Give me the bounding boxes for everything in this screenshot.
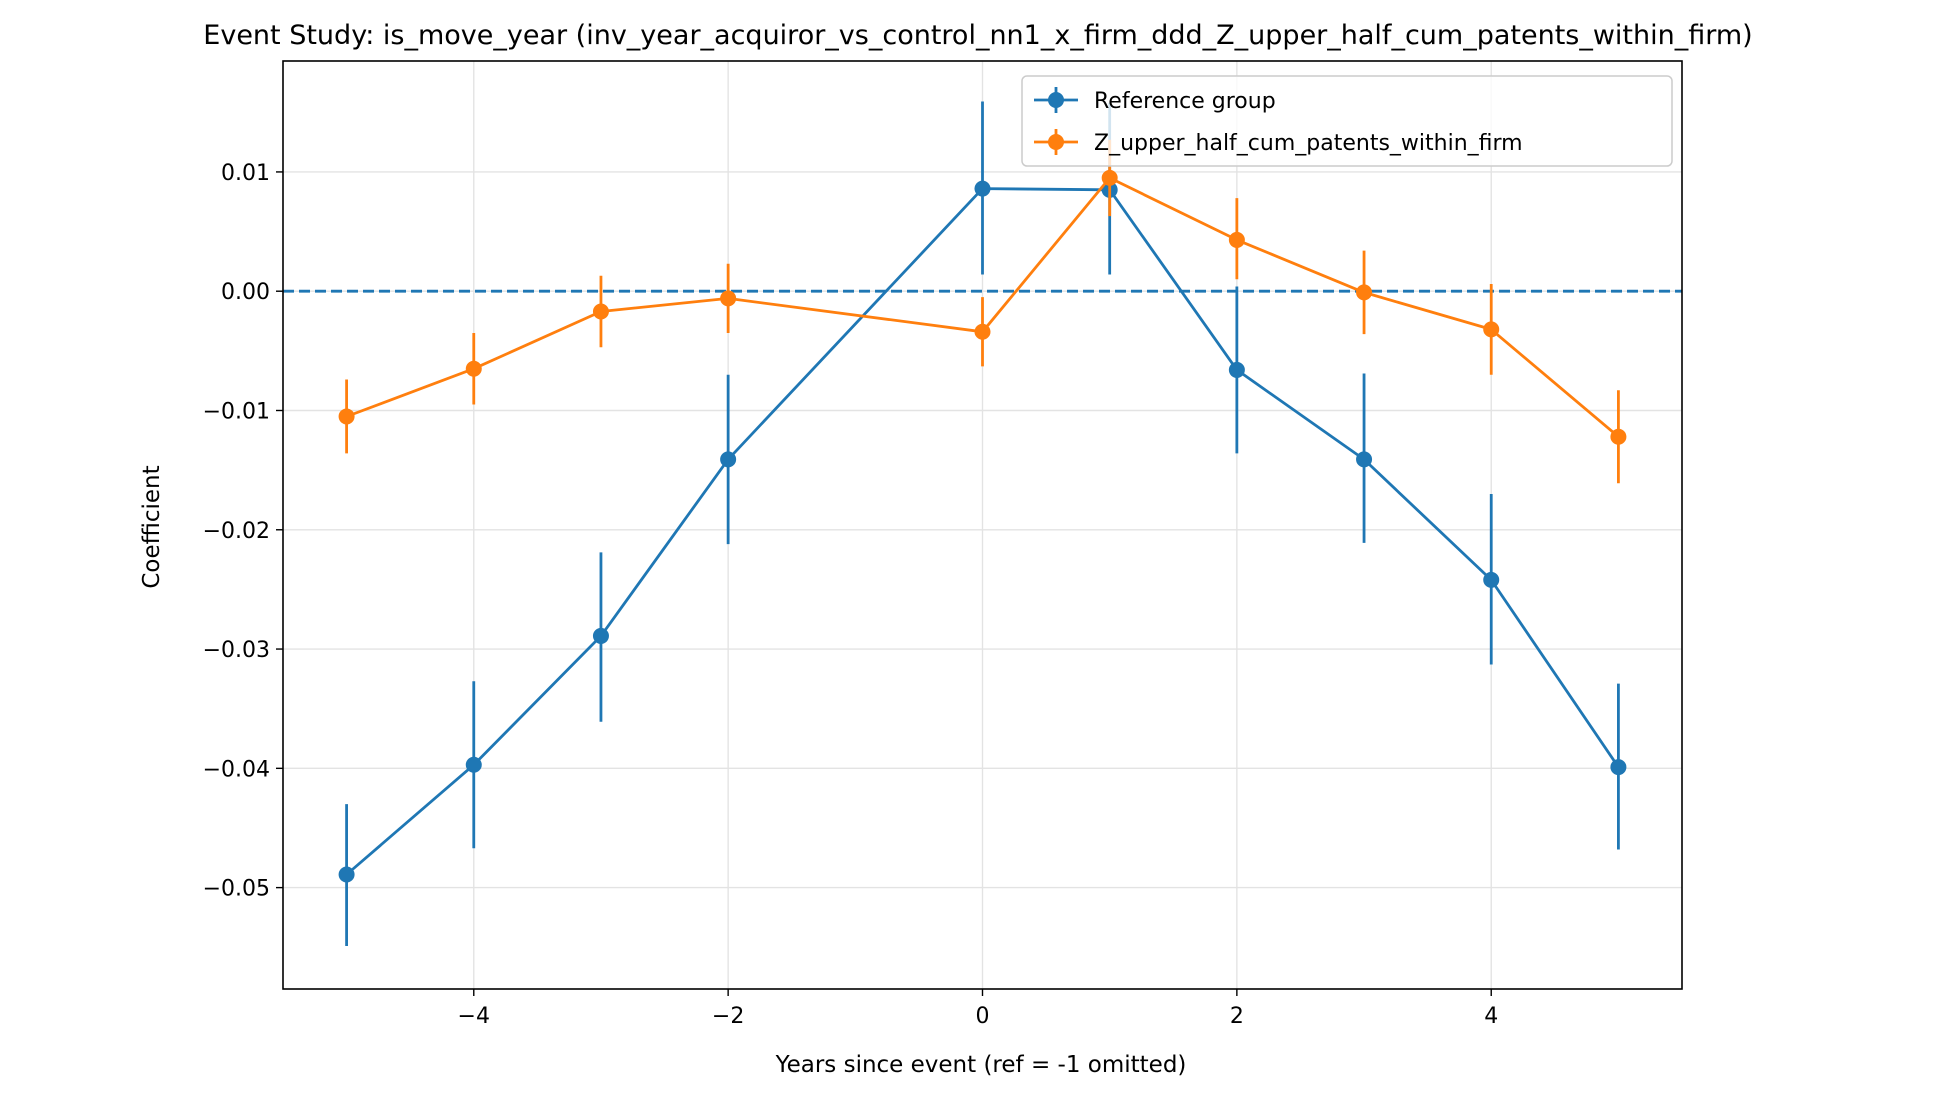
legend-label: Reference group (1094, 89, 1276, 114)
data-point (1101, 169, 1118, 186)
legend-item: Reference group (1034, 87, 1276, 114)
x-tick-label: 2 (1230, 1004, 1244, 1029)
y-tick-label: −0.02 (203, 519, 270, 544)
x-tick-label: −4 (458, 1004, 490, 1029)
data-point (338, 408, 355, 425)
data-point (974, 323, 991, 340)
data-point (338, 866, 355, 883)
x-tick-label: 0 (976, 1004, 990, 1029)
y-tick-label: −0.01 (203, 399, 270, 424)
x-tick-label: −2 (712, 1004, 744, 1029)
series-group (338, 101, 1627, 947)
data-point (1228, 231, 1245, 248)
data-point (1610, 428, 1627, 445)
y-tick-label: 0.00 (221, 280, 270, 305)
legend-box (1021, 75, 1673, 167)
y-axis-label: Coefficient (139, 465, 165, 588)
data-point (1228, 361, 1245, 378)
data-point (1610, 759, 1627, 776)
data-point (974, 180, 991, 197)
chart-title: Event Study: is_move_year (inv_year_acqu… (203, 20, 1752, 51)
y-tick-label: 0.01 (221, 161, 270, 186)
data-point (1483, 571, 1500, 588)
x-axis-label: Years since event (ref = -1 omitted) (775, 1052, 1187, 1078)
x-tick-label: 4 (1484, 1004, 1498, 1029)
y-tick-label: −0.05 (203, 877, 270, 902)
y-tick-label: −0.04 (203, 757, 270, 782)
series-2 (338, 139, 1627, 484)
series-line (345, 187, 1620, 876)
data-point (592, 627, 609, 644)
legend-marker-swatch (1048, 92, 1064, 108)
data-point (720, 451, 737, 468)
legend-label: Z_upper_half_cum_patents_within_firm (1094, 131, 1523, 156)
legend-marker-swatch (1048, 134, 1064, 150)
data-point (465, 756, 482, 773)
data-point (1356, 284, 1373, 301)
legend: Reference group Z_upper_half_cum_patents_… (1021, 75, 1673, 167)
data-point (592, 303, 609, 320)
series-line (346, 176, 1620, 438)
data-point (1356, 451, 1373, 468)
data-point (465, 360, 482, 377)
data-point (1483, 321, 1500, 338)
series-1 (338, 101, 1627, 947)
ticks: −4 −2 0 2 4 0.01 0.00 −0.01 −0.02 −0.03 −0.04 −0.05 (203, 161, 1499, 1029)
data-point (720, 290, 737, 307)
y-tick-label: −0.03 (203, 638, 270, 663)
legend-item: Z_upper_half_cum_patents_within_firm (1034, 129, 1523, 156)
